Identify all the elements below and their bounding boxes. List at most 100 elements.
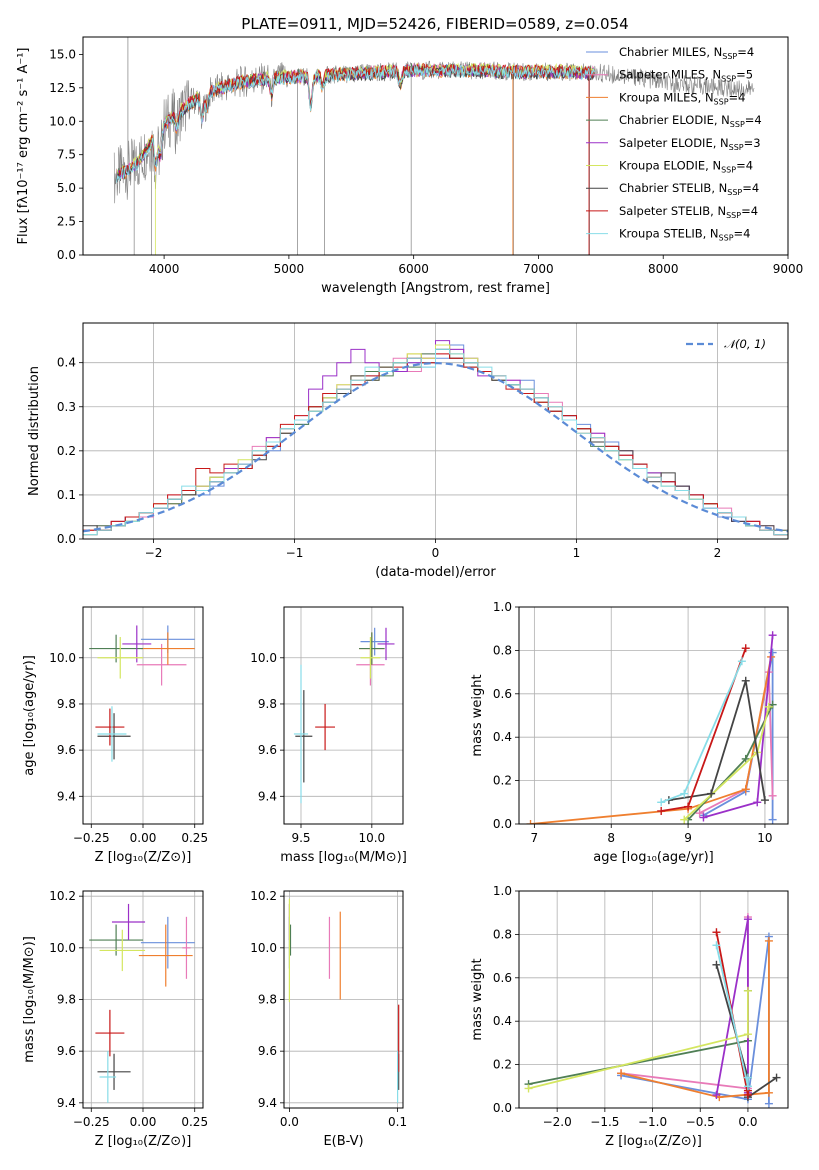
legend-entry-suffix: =4 (734, 227, 751, 241)
y-tick-label: 5.0 (57, 181, 76, 195)
x-tick-label: −0.5 (686, 1115, 715, 1129)
weight-marker (741, 754, 750, 763)
x-axis-label: Z [log₁₀(Z/Z⊙)] (95, 1134, 192, 1149)
weight-marker (524, 1084, 533, 1093)
y-tick-label: 9.4 (258, 1096, 277, 1110)
panel-mass_vs_ebv: 0.0 0.1 9.4 9.6 9.8 10.0 10.2 E(B-V) (250, 889, 407, 1149)
errorbar-point (95, 708, 125, 746)
plot-area-mass_vs_Z (83, 891, 203, 1108)
weight-marker (680, 815, 689, 824)
legend-entry: Kroupa STELIB, NSSP=4 (619, 227, 750, 243)
y-tick-label: 0.0 (493, 817, 512, 831)
legend-entry: Salpeter STELIB, NSSP=4 (619, 204, 758, 220)
x-tick-label: 10.0 (358, 831, 385, 845)
weight-marker (684, 802, 693, 811)
legend-entry-prefix: Salpeter STELIB, N (619, 204, 726, 218)
weight-marker (657, 806, 666, 815)
x-tick-label: 0.00 (130, 1115, 157, 1129)
panel-age_vs_Z: −0.25 0.00 0.25 9.4 9.6 9.8 10.0 Z [log₁₀(Z/Z⊙)… (22, 606, 208, 865)
y-axis-label: mass weight (470, 958, 485, 1040)
x-tick-label: 7 (531, 831, 539, 845)
legend-entry: Kroupa ELODIE, NSSP=4 (619, 159, 753, 175)
x-tick-label: 8000 (648, 262, 679, 276)
legend-entry: Kroupa MILES, NSSP=4 (619, 90, 745, 106)
errorbar-point (97, 713, 131, 760)
weight-marker (764, 1088, 773, 1097)
y-tick-label: 1.0 (493, 600, 512, 614)
y-tick-label: 1.0 (493, 884, 512, 898)
errorbar-point (360, 637, 381, 679)
weight-marker (753, 798, 762, 807)
legend-entry-subscript: SSP (721, 75, 736, 84)
legend-entry-suffix: =3 (744, 136, 761, 150)
axes-frame (283, 890, 404, 1109)
figure-title: PLATE=0911, MJD=52426, FIBERID=0589, z=0… (241, 15, 628, 33)
x-tick-label: 0.1 (388, 1115, 407, 1129)
x-tick-label: 6000 (398, 262, 429, 276)
errorbar-point (359, 632, 385, 665)
x-tick-label: 5000 (274, 262, 305, 276)
x-tick-label: 0.0 (738, 1115, 757, 1129)
errorbar-point (138, 924, 193, 987)
x-tick-label: 4000 (149, 262, 180, 276)
weight-marker (768, 791, 777, 800)
weight-marker (712, 960, 721, 969)
y-tick-label: 0.1 (57, 488, 76, 502)
y-tick-label: 10.0 (250, 651, 277, 665)
y-tick-label: 0.8 (493, 927, 512, 941)
x-axis-label: (data-model)/error (375, 565, 496, 580)
y-tick-label: 0.6 (493, 687, 512, 701)
plot-area-age_vs_mass (284, 607, 403, 824)
plot-area-weight_vs_Z (519, 891, 788, 1108)
x-axis-label: age [log₁₀(age/yr)] (593, 850, 714, 865)
legend-entry-subscript: SSP (722, 52, 737, 61)
x-tick-label: 9000 (773, 262, 804, 276)
weight-marker (712, 928, 721, 937)
weight-marker (741, 644, 750, 653)
y-axis-label: Flux [fλ10⁻¹⁷ erg cm⁻² s⁻¹ A⁻¹] (16, 48, 31, 245)
y-tick-label: 9.4 (258, 789, 277, 803)
x-tick-label: −2.0 (543, 1115, 572, 1129)
legend-entry-suffix: =4 (741, 204, 758, 218)
x-tick-label: 10 (757, 831, 772, 845)
legend-entry: Chabrier ELODIE, NSSP=4 (619, 113, 762, 129)
x-tick-label: −1.0 (638, 1115, 667, 1129)
x-tick-label: −1 (286, 546, 304, 560)
y-tick-label: 0.4 (493, 1014, 512, 1028)
x-axis-label: wavelength [Angstrom, rest frame] (321, 281, 550, 296)
errorbar-point (295, 690, 313, 783)
y-tick-label: 10.2 (49, 889, 76, 903)
weight-series-line (668, 680, 766, 801)
y-tick-label: 9.6 (258, 743, 277, 757)
weight-marker (768, 648, 777, 657)
x-tick-label: 0.25 (181, 831, 208, 845)
plot-area-mass_vs_ebv (284, 891, 403, 1108)
panel-weight_vs_age: 7 8 9 10 0.0 0.2 0.4 0.6 0.8 1.0 age [log₁₀(age/yr… (470, 600, 789, 865)
legend-entry: Salpeter ELODIE, NSSP=3 (619, 136, 761, 152)
errorbar-point (99, 1051, 117, 1103)
y-axis-label: mass [log₁₀(M/M⊙)] (22, 936, 37, 1063)
y-tick-label: 0.6 (493, 971, 512, 985)
histogram-series (83, 348, 788, 539)
legend-entry-suffix: =4 (729, 90, 746, 104)
y-tick-label: 9.4 (57, 789, 76, 803)
legend-entry-prefix: Kroupa STELIB, N (619, 227, 719, 241)
plot-area-residuals (83, 323, 788, 539)
legend-entry-prefix: Salpeter MILES, N (619, 68, 721, 82)
weight-marker (743, 915, 752, 924)
y-tick-label: 15.0 (49, 47, 76, 61)
y-tick-label: 9.8 (57, 697, 76, 711)
y-tick-label: 0.4 (57, 356, 76, 370)
weight-marker (764, 702, 773, 711)
axes-frame (82, 890, 204, 1109)
residuals-legend: 𝒩(0, 1) (686, 337, 766, 351)
legend-entry-prefix: Chabrier ELODIE, N (619, 113, 730, 127)
weight-marker (680, 789, 689, 798)
legend-entry-subscript: SSP (729, 143, 744, 152)
x-tick-label: −0.25 (73, 1115, 110, 1129)
errorbar-point (136, 643, 187, 686)
x-tick-label: 0.0 (280, 1115, 299, 1129)
x-tick-label: 0.25 (181, 1115, 208, 1129)
errorbar-point (377, 627, 395, 661)
